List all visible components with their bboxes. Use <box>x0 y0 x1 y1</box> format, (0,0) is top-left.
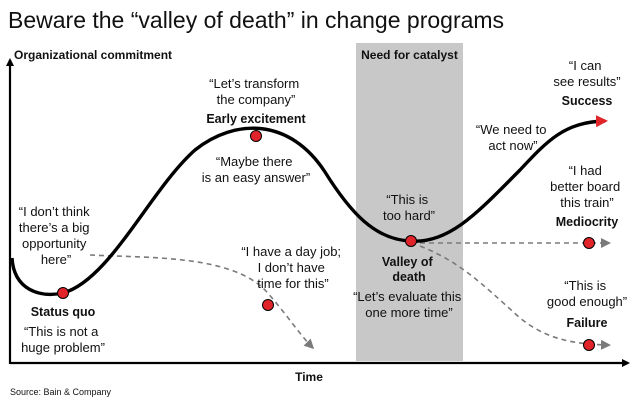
mediocrity-label: Mediocrity <box>556 215 619 229</box>
valley-marker <box>405 235 417 247</box>
early-excitement-label: Early excitement <box>206 112 306 126</box>
early-excitement-quote-below: “Maybe there is an easy answer” <box>202 154 310 185</box>
y-axis-label: Organizational commitment <box>14 48 172 62</box>
dropout-branch <box>89 254 315 350</box>
catalyst-band <box>356 43 463 361</box>
status-quo-label: Status quo <box>31 305 96 319</box>
status-quo-quote-above: “I don’t think there’s a big opportunity… <box>19 204 93 267</box>
band-label: Need for catalyst <box>361 48 458 62</box>
valley-label: Valley of death <box>382 255 436 284</box>
page-title: Beware the “valley of death” in change p… <box>8 7 504 33</box>
commitment-curve <box>10 115 608 297</box>
failure-quote: “This is good enough” <box>547 278 627 309</box>
x-axis-label: Time <box>295 370 323 384</box>
early-excitement-quote-above: “Let’s transform the company” <box>209 76 303 107</box>
valley-quote-below: “Let’s evaluate this one more time” <box>353 289 465 320</box>
mediocrity-quote: “I had better board this train” <box>550 163 624 210</box>
success-label: Success <box>562 94 613 108</box>
mediocrity-marker <box>583 237 595 249</box>
failure-marker <box>583 339 595 351</box>
day-job-quote: “I have a day job; I don’t have time for… <box>241 244 344 291</box>
source-note: Source: Bain & Company <box>10 387 112 397</box>
failure-label: Failure <box>567 316 608 330</box>
act-now-quote: “We need to act now” <box>476 122 550 153</box>
day-job-marker <box>262 299 274 311</box>
status-quo-quote-below: “This is not a huge problem” <box>21 324 105 355</box>
success-quote: “I can see results” <box>553 58 620 89</box>
failure-branch <box>419 245 611 350</box>
early-excitement-marker <box>250 130 262 142</box>
valley-quote-above: “This is too hard” <box>383 192 435 223</box>
status-quo-marker <box>57 287 69 299</box>
